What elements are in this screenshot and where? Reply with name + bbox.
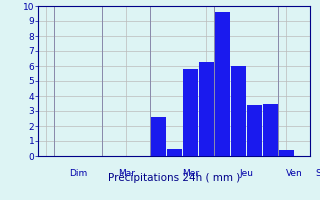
Bar xyxy=(231,66,246,156)
Text: Dim: Dim xyxy=(69,168,88,178)
Bar xyxy=(247,105,262,156)
Text: Mer: Mer xyxy=(182,168,199,178)
Text: Mar: Mar xyxy=(118,168,135,178)
Bar xyxy=(215,12,230,156)
Bar xyxy=(199,62,214,156)
Text: S: S xyxy=(316,168,320,178)
X-axis label: Précipitations 24h ( mm ): Précipitations 24h ( mm ) xyxy=(108,173,241,183)
Bar xyxy=(263,104,278,156)
Bar xyxy=(279,150,294,156)
Bar xyxy=(167,148,181,156)
Text: Ven: Ven xyxy=(286,168,303,178)
Bar xyxy=(183,69,198,156)
Bar xyxy=(151,117,166,156)
Text: Jeu: Jeu xyxy=(239,168,253,178)
